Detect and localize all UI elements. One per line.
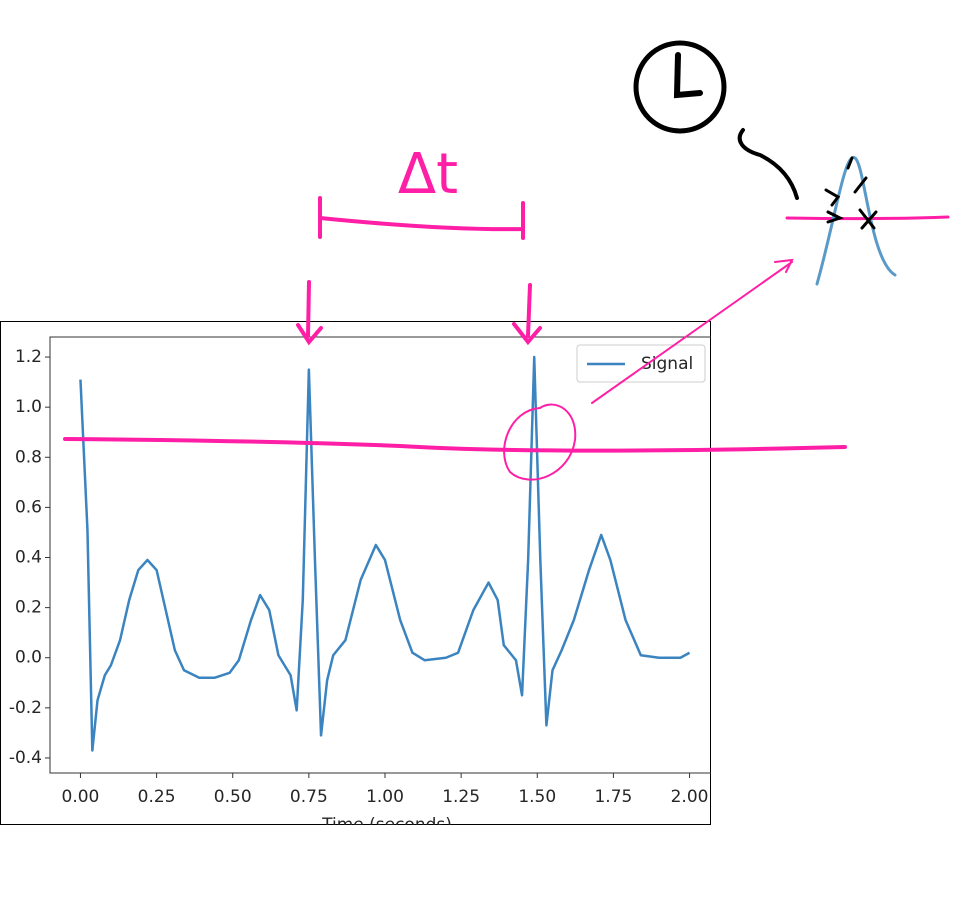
y-tick-label: 0.8: [15, 447, 42, 467]
clock-hands: [673, 52, 703, 99]
x-tick-label: 2.00: [671, 787, 709, 807]
signal-line: [79, 355, 691, 752]
arrow-1: [296, 280, 323, 346]
figure: Time (seconds) 0.00 0.25 0.50 0.75 1.00 1.25 1…: [0, 321, 711, 835]
y-tick-label: 1.2: [15, 347, 42, 367]
inset-threshold: [785, 215, 950, 221]
delta-label: Δt: [398, 142, 458, 207]
y-tick-label: 0.2: [15, 598, 42, 618]
y-tick-label: 0.0: [15, 648, 42, 668]
inset: [633, 40, 897, 286]
arrow-2: [512, 283, 542, 346]
y-tick-label: 0.4: [15, 548, 42, 568]
x-tick-label: 0.25: [138, 787, 176, 807]
legend-box: [576, 344, 706, 383]
inset-peak: [815, 156, 897, 286]
inset-marks: [824, 156, 878, 230]
delta-bracket: [318, 196, 525, 240]
clock-face: [633, 40, 727, 134]
y-tick-label: -0.4: [9, 748, 42, 768]
y-tick-label: 0.6: [15, 497, 42, 517]
annotations: [63, 196, 950, 481]
x-tick-label: 1.75: [594, 787, 632, 807]
zoom-arrow: [591, 258, 794, 404]
x-tick-label: 1.25: [442, 787, 480, 807]
x-tick-label: 0.75: [290, 787, 328, 807]
zoom-circle: [503, 403, 577, 481]
figure-frame: [0, 321, 711, 825]
y-tick-label: -0.2: [9, 698, 42, 718]
y-tick-label: 1.0: [15, 397, 42, 417]
x-tick-label: 1.50: [518, 787, 556, 807]
x-tick-label: 1.00: [366, 787, 404, 807]
clock-arrow: [737, 128, 799, 200]
x-tick-label: 0.00: [62, 787, 100, 807]
x-tick-label: 0.50: [214, 787, 252, 807]
threshold-line: [63, 437, 847, 453]
x-axis-label: Time (seconds): [321, 815, 452, 835]
